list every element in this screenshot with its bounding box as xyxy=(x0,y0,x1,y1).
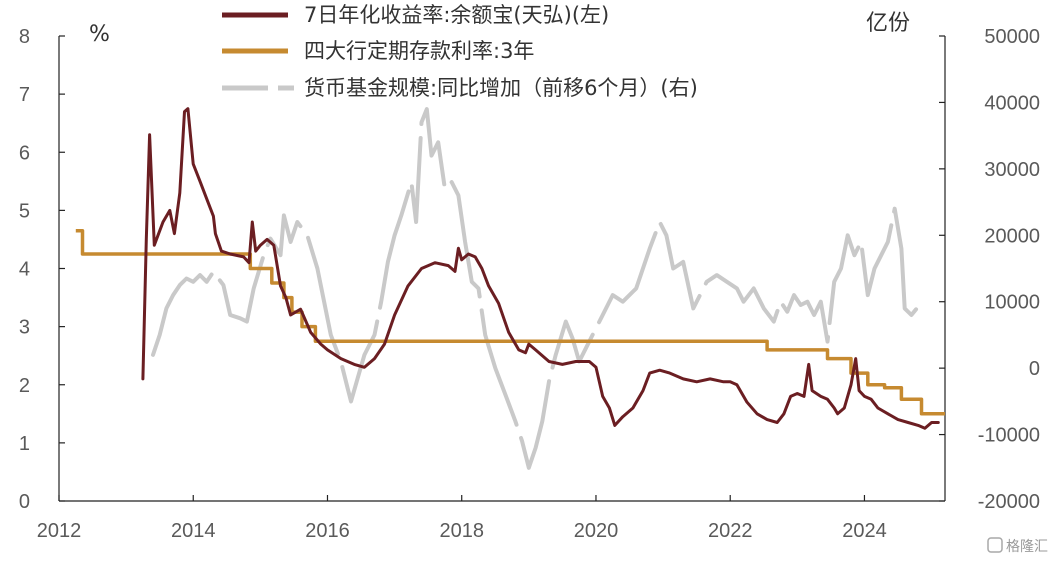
y-left-tick-label: 1 xyxy=(19,433,30,455)
y-right-unit: 亿份 xyxy=(866,11,910,36)
series-layer xyxy=(75,107,945,470)
y-left-tick-label: 3 xyxy=(19,317,30,339)
y-right-tick-label: 10000 xyxy=(984,292,1040,314)
y-right-tick-label: 50000 xyxy=(984,26,1040,48)
series-deposit-rate-line xyxy=(75,228,945,416)
x-tick-label: 2020 xyxy=(574,520,619,542)
x-tick-label: 2024 xyxy=(842,520,887,542)
y-right-tick-label: 20000 xyxy=(984,225,1040,247)
legend-item-yield: 7日年化收益率:余额宝(天弘)(左) xyxy=(222,3,609,27)
y-left-tick-label: 8 xyxy=(19,26,30,48)
watermark: 格隆汇 xyxy=(987,537,1048,555)
legend-item-deposit: 四大行定期存款利率:3年 xyxy=(222,39,534,63)
y-right-tick-label: 0 xyxy=(1029,358,1040,380)
y-left-tick-label: 6 xyxy=(19,142,30,164)
legend-item-fund-scale: 货币基金规模:同比增加（前移6个月）(右) xyxy=(222,76,698,100)
y-left-ticks: 0 1 2 3 4 5 6 7 8 xyxy=(19,26,65,513)
legend-label-fund-scale: 货币基金规模:同比增加（前移6个月）(右) xyxy=(304,76,698,100)
y-left-tick-label: 7 xyxy=(19,84,30,106)
legend-label-deposit: 四大行定期存款利率:3年 xyxy=(304,39,534,63)
legend: 7日年化收益率:余额宝(天弘)(左) 四大行定期存款利率:3年 货币基金规模:同… xyxy=(222,3,698,100)
y-right-tick-label: 40000 xyxy=(984,92,1040,114)
x-tick-label: 2014 xyxy=(171,520,216,542)
x-tick-label: 2016 xyxy=(305,520,350,542)
x-tick-label: 2018 xyxy=(439,520,484,542)
y-right-tick-label: -10000 xyxy=(978,425,1040,447)
y-left-unit: % xyxy=(89,22,110,47)
y-left-tick-label: 4 xyxy=(19,259,30,281)
y-right-tick-label: -20000 xyxy=(978,491,1040,513)
legend-label-yield: 7日年化收益率:余额宝(天弘)(左) xyxy=(304,3,609,27)
x-tick-label: 2012 xyxy=(37,520,82,542)
series-fund-scale-line xyxy=(151,107,919,470)
x-ticks: 2012 2014 2016 2018 2020 2022 2024 xyxy=(37,495,887,542)
y-left-tick-label: 5 xyxy=(19,200,30,222)
watermark-text: 格隆汇 xyxy=(1006,539,1048,555)
x-tick-label: 2022 xyxy=(708,520,753,542)
y-right-tick-label: 30000 xyxy=(984,159,1040,181)
y-right-ticks: -20000 -10000 0 10000 20000 30000 40000 50000 xyxy=(939,26,1040,513)
series-yield-line xyxy=(141,107,940,430)
axes xyxy=(58,36,946,502)
y-left-tick-label: 0 xyxy=(19,491,30,513)
y-left-tick-label: 2 xyxy=(19,375,30,397)
watermark-logo-icon xyxy=(987,537,1003,553)
